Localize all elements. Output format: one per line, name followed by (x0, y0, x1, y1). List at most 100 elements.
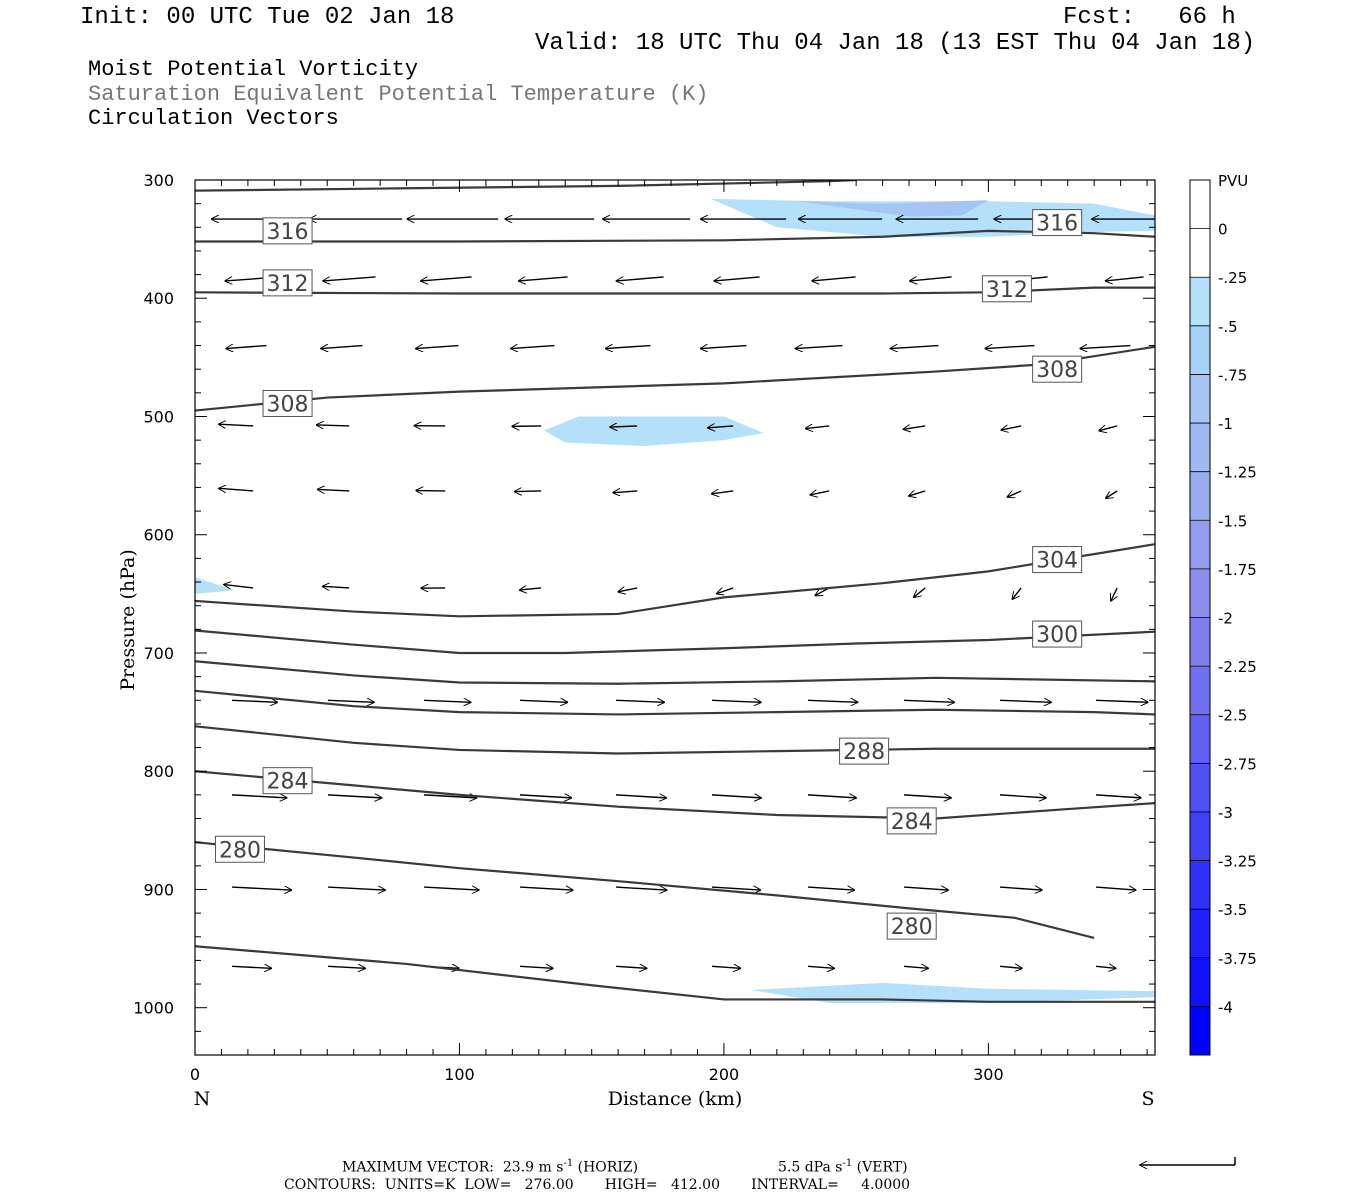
circulation-vector (327, 887, 385, 890)
theta-e-contour (195, 945, 1155, 1003)
pv-shading (195, 198, 1155, 1003)
circulation-vector (1111, 587, 1118, 601)
circulation-vector (231, 795, 287, 798)
circulation-vector (519, 700, 567, 702)
colorbar-level-label: -1.75 (1218, 561, 1257, 579)
circulation-vector (711, 795, 761, 798)
contour-label-box (981, 275, 1032, 303)
contour-label-text: 316 (267, 220, 309, 245)
contour-label-box (839, 737, 890, 765)
circulation-vector (708, 426, 734, 428)
circulation-vector (618, 588, 638, 592)
circulation-vector (903, 966, 928, 968)
circulation-vector (810, 491, 830, 495)
axis-ticks: 0 100 200 300 300 400 500 600 700 800 900 1000 (133, 171, 1155, 1084)
circulation-vector (224, 585, 254, 588)
x-tick-label: 100 (444, 1065, 475, 1084)
circulation-vector (890, 346, 939, 349)
init-time: Init: 00 UTC Tue 02 Jan 18 (80, 4, 455, 31)
circulation-vector (511, 346, 555, 349)
contour-label-text: 308 (1036, 358, 1078, 383)
circulation-vector (423, 700, 471, 702)
contour-label: 316 (262, 217, 313, 245)
colorbar-level-label: -2.25 (1218, 658, 1257, 676)
colorbar-swatch (1190, 423, 1210, 473)
theta-e-contour (195, 660, 1155, 685)
horiz-exponent: -1 (563, 1158, 574, 1169)
circulation-vector (999, 795, 1046, 798)
colorbar-swatch (1190, 568, 1210, 618)
circulation-vector (323, 586, 350, 588)
contour-label-text: 280 (219, 838, 261, 863)
circulation-vector (421, 276, 472, 281)
circulation-vector (613, 491, 638, 493)
contour-label: 280 (886, 912, 937, 940)
contour-label-box (886, 807, 937, 835)
theta-e-contour (195, 180, 857, 192)
theta-e-contour (195, 286, 1155, 295)
x-tick-label: 0 (190, 1065, 200, 1084)
circulation-vector (606, 346, 651, 349)
plot-frame (194, 179, 1156, 1056)
colorbar-swatch (1190, 666, 1210, 716)
colorbar-swatch (1190, 228, 1210, 278)
vert-unit: (VERT) (856, 1159, 908, 1176)
circulation-vector (610, 426, 638, 427)
circulation-vector (807, 700, 858, 702)
circulation-vector (807, 966, 834, 968)
circulation-vector (327, 795, 382, 798)
y-tick-label: 500 (143, 407, 174, 426)
colorbar-level-label: -1.25 (1218, 464, 1257, 482)
circulation-vector (231, 700, 277, 702)
contour-label: 300 (1032, 620, 1083, 648)
circulation-vector (712, 491, 734, 494)
circulation-vector (519, 276, 568, 281)
contour-label: 284 (886, 807, 937, 835)
max-vector-line: MAXIMUM VECTOR: 23.9 m s-1 (HORIZ) (342, 1158, 638, 1176)
contour-label: 316 (1032, 209, 1083, 237)
circulation-vector (999, 887, 1042, 890)
circulation-vector (615, 700, 664, 702)
max-vector-horiz: 23.9 m s (502, 1159, 564, 1176)
max-vector-label: MAXIMUM VECTOR: (342, 1159, 494, 1176)
contour-label-box (1032, 209, 1083, 237)
circulation-vector (909, 491, 926, 496)
circulation-vector (231, 887, 291, 890)
circulation-vector (317, 425, 350, 426)
circulation-vector (323, 276, 376, 281)
horiz-unit: (HORIZ) (577, 1159, 639, 1176)
colorbar-level-label: -.5 (1218, 318, 1238, 336)
circulation-vector (806, 426, 830, 429)
circulation-vector (616, 276, 664, 281)
colorbar-swatch (1190, 860, 1210, 910)
circulation-vector (807, 795, 856, 798)
pv-region (750, 982, 1155, 1003)
y-tick-label: 700 (143, 644, 174, 663)
pv-region (195, 577, 235, 594)
contour-label-text: 312 (986, 278, 1028, 303)
circulation-vector (515, 491, 542, 492)
contour-label-box (1032, 546, 1083, 574)
circulation-vector (999, 700, 1051, 702)
colorbar-swatch (1190, 277, 1210, 327)
y-tick-label: 800 (143, 762, 174, 781)
colorbar-swatch (1190, 617, 1210, 667)
circulation-vector (416, 346, 459, 349)
theta-e-contour (195, 689, 1155, 716)
circulation-vector (423, 795, 476, 798)
circulation-vector (321, 346, 363, 349)
colorbar-swatch (1190, 957, 1210, 1007)
x-end-right-label: S (1141, 1088, 1154, 1110)
field-title-vectors: Circulation Vectors (88, 106, 339, 131)
max-vector-vert: 5.5 dPa s (778, 1159, 843, 1176)
circulation-vector (903, 795, 951, 798)
colorbar-swatch (1190, 811, 1210, 862)
contour-label: 288 (839, 737, 890, 765)
contour-label-text: 300 (1036, 623, 1078, 648)
circulation-vector (711, 887, 760, 890)
contour-label: 280 (214, 835, 265, 863)
contour-label-box (886, 912, 937, 940)
circulation-vector (711, 966, 740, 968)
contour-label-text: 308 (267, 392, 309, 417)
forecast-hour: Fcst: 66 h (1063, 4, 1236, 31)
